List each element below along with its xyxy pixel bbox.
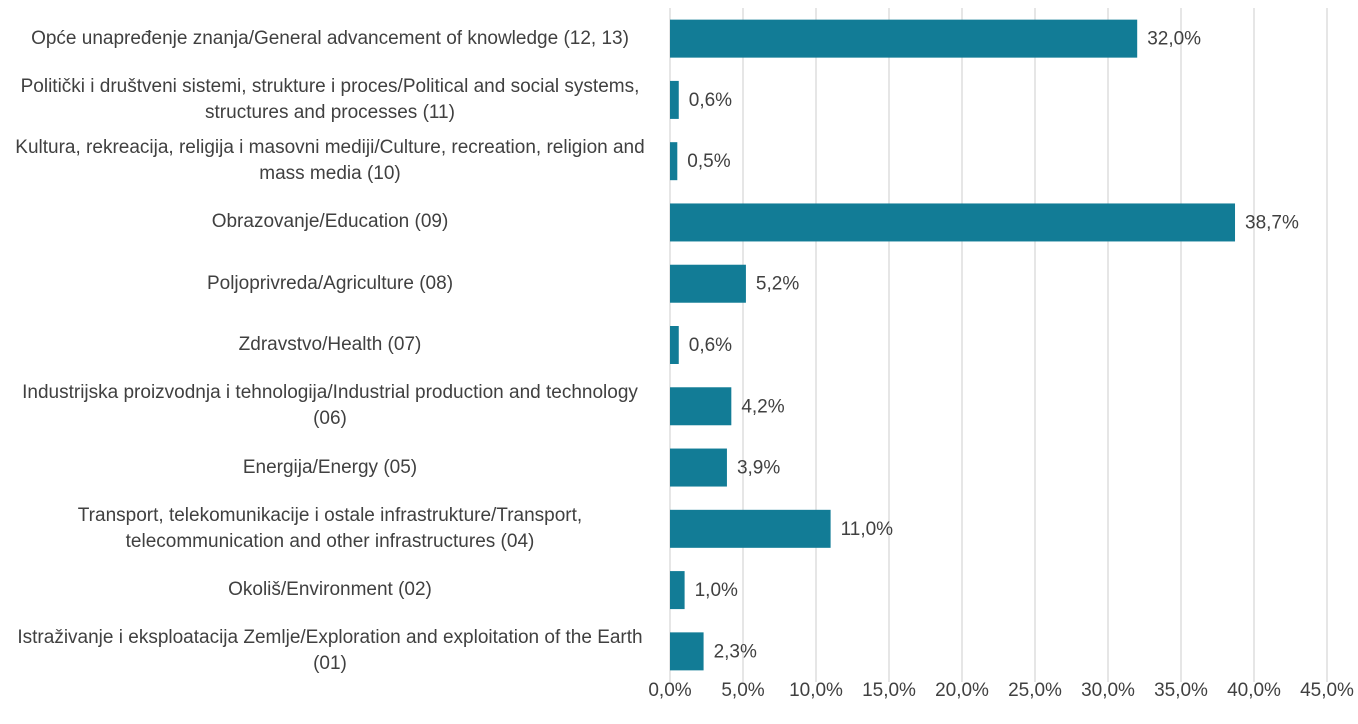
data-label: 0,6% [689, 335, 732, 356]
y-tick-label: Transport, telekomunikacije i ostale inf… [77, 504, 583, 552]
x-tick-label: 25,0% [1008, 680, 1062, 701]
data-label: 11,0% [841, 519, 894, 540]
bar [670, 203, 1236, 242]
y-tick-label: Politički i društveni sistemi, strukture… [20, 75, 640, 123]
x-tick-label: 45,0% [1300, 680, 1354, 701]
y-tick-label: Poljoprivreda/Agriculture (08) [206, 272, 454, 294]
x-tick-label: 35,0% [1154, 680, 1208, 701]
data-label: 4,2% [741, 396, 784, 417]
x-tick-label: 20,0% [935, 680, 989, 701]
bar [670, 264, 746, 303]
data-label: 0,5% [687, 151, 730, 172]
x-tick-label: 40,0% [1227, 680, 1281, 701]
y-tick-label: Industrijska proizvodnja i tehnologija/I… [22, 382, 638, 430]
y-tick-label: Obrazovanje/Education (09) [211, 211, 449, 233]
y-tick-label: Zdravstvo/Health (07) [238, 334, 422, 355]
data-label: 1,0% [695, 580, 738, 601]
bar [670, 80, 679, 119]
data-label: 32,0% [1147, 29, 1201, 50]
x-tick-label: 10,0% [789, 680, 843, 701]
y-tick-label: Opće unapređenje znanja/General advancem… [31, 27, 629, 49]
data-label: 5,2% [756, 274, 799, 295]
y-tick-label: Kultura, rekreacija, religija i masovni … [15, 137, 645, 185]
x-tick-label: 0,0% [648, 680, 691, 701]
bar [670, 571, 685, 610]
y-tick-label: Istraživanje i eksploatacija Zemlje/Expl… [17, 627, 643, 675]
y-tick-label: Okoliš/Environment (02) [228, 579, 432, 601]
data-label: 38,7% [1245, 212, 1299, 233]
bar [670, 509, 831, 548]
x-tick-label: 15,0% [862, 680, 916, 701]
bar [670, 326, 679, 364]
bar [670, 632, 704, 671]
x-tick-label: 30,0% [1081, 680, 1135, 701]
bar [670, 448, 727, 487]
bar [670, 387, 732, 426]
data-label: 2,3% [714, 641, 757, 662]
y-tick-label: Energija/Energy (05) [242, 456, 418, 478]
x-tick-label: 5,0% [721, 680, 764, 701]
data-label: 3,9% [737, 458, 780, 479]
bar [670, 142, 678, 181]
bar [670, 19, 1138, 58]
data-label: 0,6% [689, 90, 732, 111]
